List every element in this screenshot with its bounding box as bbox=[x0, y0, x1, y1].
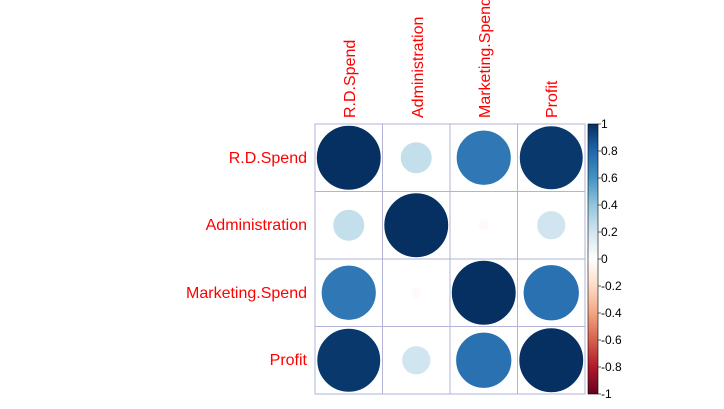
row-label: Administration bbox=[206, 217, 307, 234]
correlation-circle bbox=[518, 327, 584, 393]
correlation-circle bbox=[383, 192, 449, 258]
row-labels: R.D.Spend Administration Marketing.Spend… bbox=[186, 150, 308, 369]
correlation-circle bbox=[321, 265, 377, 321]
colorbar-tick-label: -0.2 bbox=[601, 279, 622, 293]
colorbar-ticks: 1 0.8 0.6 0.4 0.2 0 -0.2 -0.4 -0.6 -0.8 -1 bbox=[598, 117, 622, 401]
correlation-circle bbox=[316, 125, 382, 191]
correlation-circle bbox=[477, 219, 490, 232]
colorbar-tick-label: 1 bbox=[601, 117, 608, 131]
column-labels: R.D.Spend Administration Marketing.Spend… bbox=[342, 0, 561, 118]
correlation-circles bbox=[316, 125, 584, 393]
colorbar-tick-label: 0.4 bbox=[601, 198, 618, 212]
colorbar-legend: 1 0.8 0.6 0.4 0.2 0 -0.2 -0.4 -0.6 -0.8 -1 bbox=[587, 117, 622, 401]
column-label: R.D.Spend bbox=[342, 40, 359, 118]
colorbar-tick-label: -0.8 bbox=[601, 360, 622, 374]
correlation-circle bbox=[456, 130, 512, 186]
correlation-circle bbox=[536, 210, 566, 240]
row-label: Marketing.Spend bbox=[186, 285, 307, 302]
colorbar-tick-label: 0.2 bbox=[601, 225, 618, 239]
column-label: Profit bbox=[544, 80, 561, 118]
colorbar-tick-label: -0.6 bbox=[601, 333, 622, 347]
correlation-circle bbox=[523, 264, 580, 321]
grid-cell bbox=[382, 326, 451, 395]
colorbar-tick-label: -1 bbox=[601, 387, 612, 401]
colorbar-tick-label: 0.8 bbox=[601, 144, 618, 158]
correlation-circle bbox=[316, 328, 381, 393]
correlation-circle bbox=[410, 286, 423, 299]
correlation-circle bbox=[451, 260, 517, 326]
colorbar-tick-label: -0.4 bbox=[601, 306, 622, 320]
correlation-circle bbox=[455, 332, 512, 389]
correlation-circle bbox=[400, 141, 433, 174]
row-label: Profit bbox=[270, 352, 308, 369]
colorbar-tick-label: 0 bbox=[601, 252, 608, 266]
column-label: Marketing.Spend bbox=[477, 0, 494, 118]
correlation-circle bbox=[519, 125, 584, 190]
correlation-circle bbox=[401, 345, 431, 375]
correlation-circle bbox=[332, 209, 365, 242]
column-label: Administration bbox=[410, 17, 427, 118]
grid-cell bbox=[517, 191, 586, 260]
colorbar bbox=[587, 123, 599, 395]
colorbar-tick-label: 0.6 bbox=[601, 171, 618, 185]
row-label: R.D.Spend bbox=[229, 150, 307, 167]
